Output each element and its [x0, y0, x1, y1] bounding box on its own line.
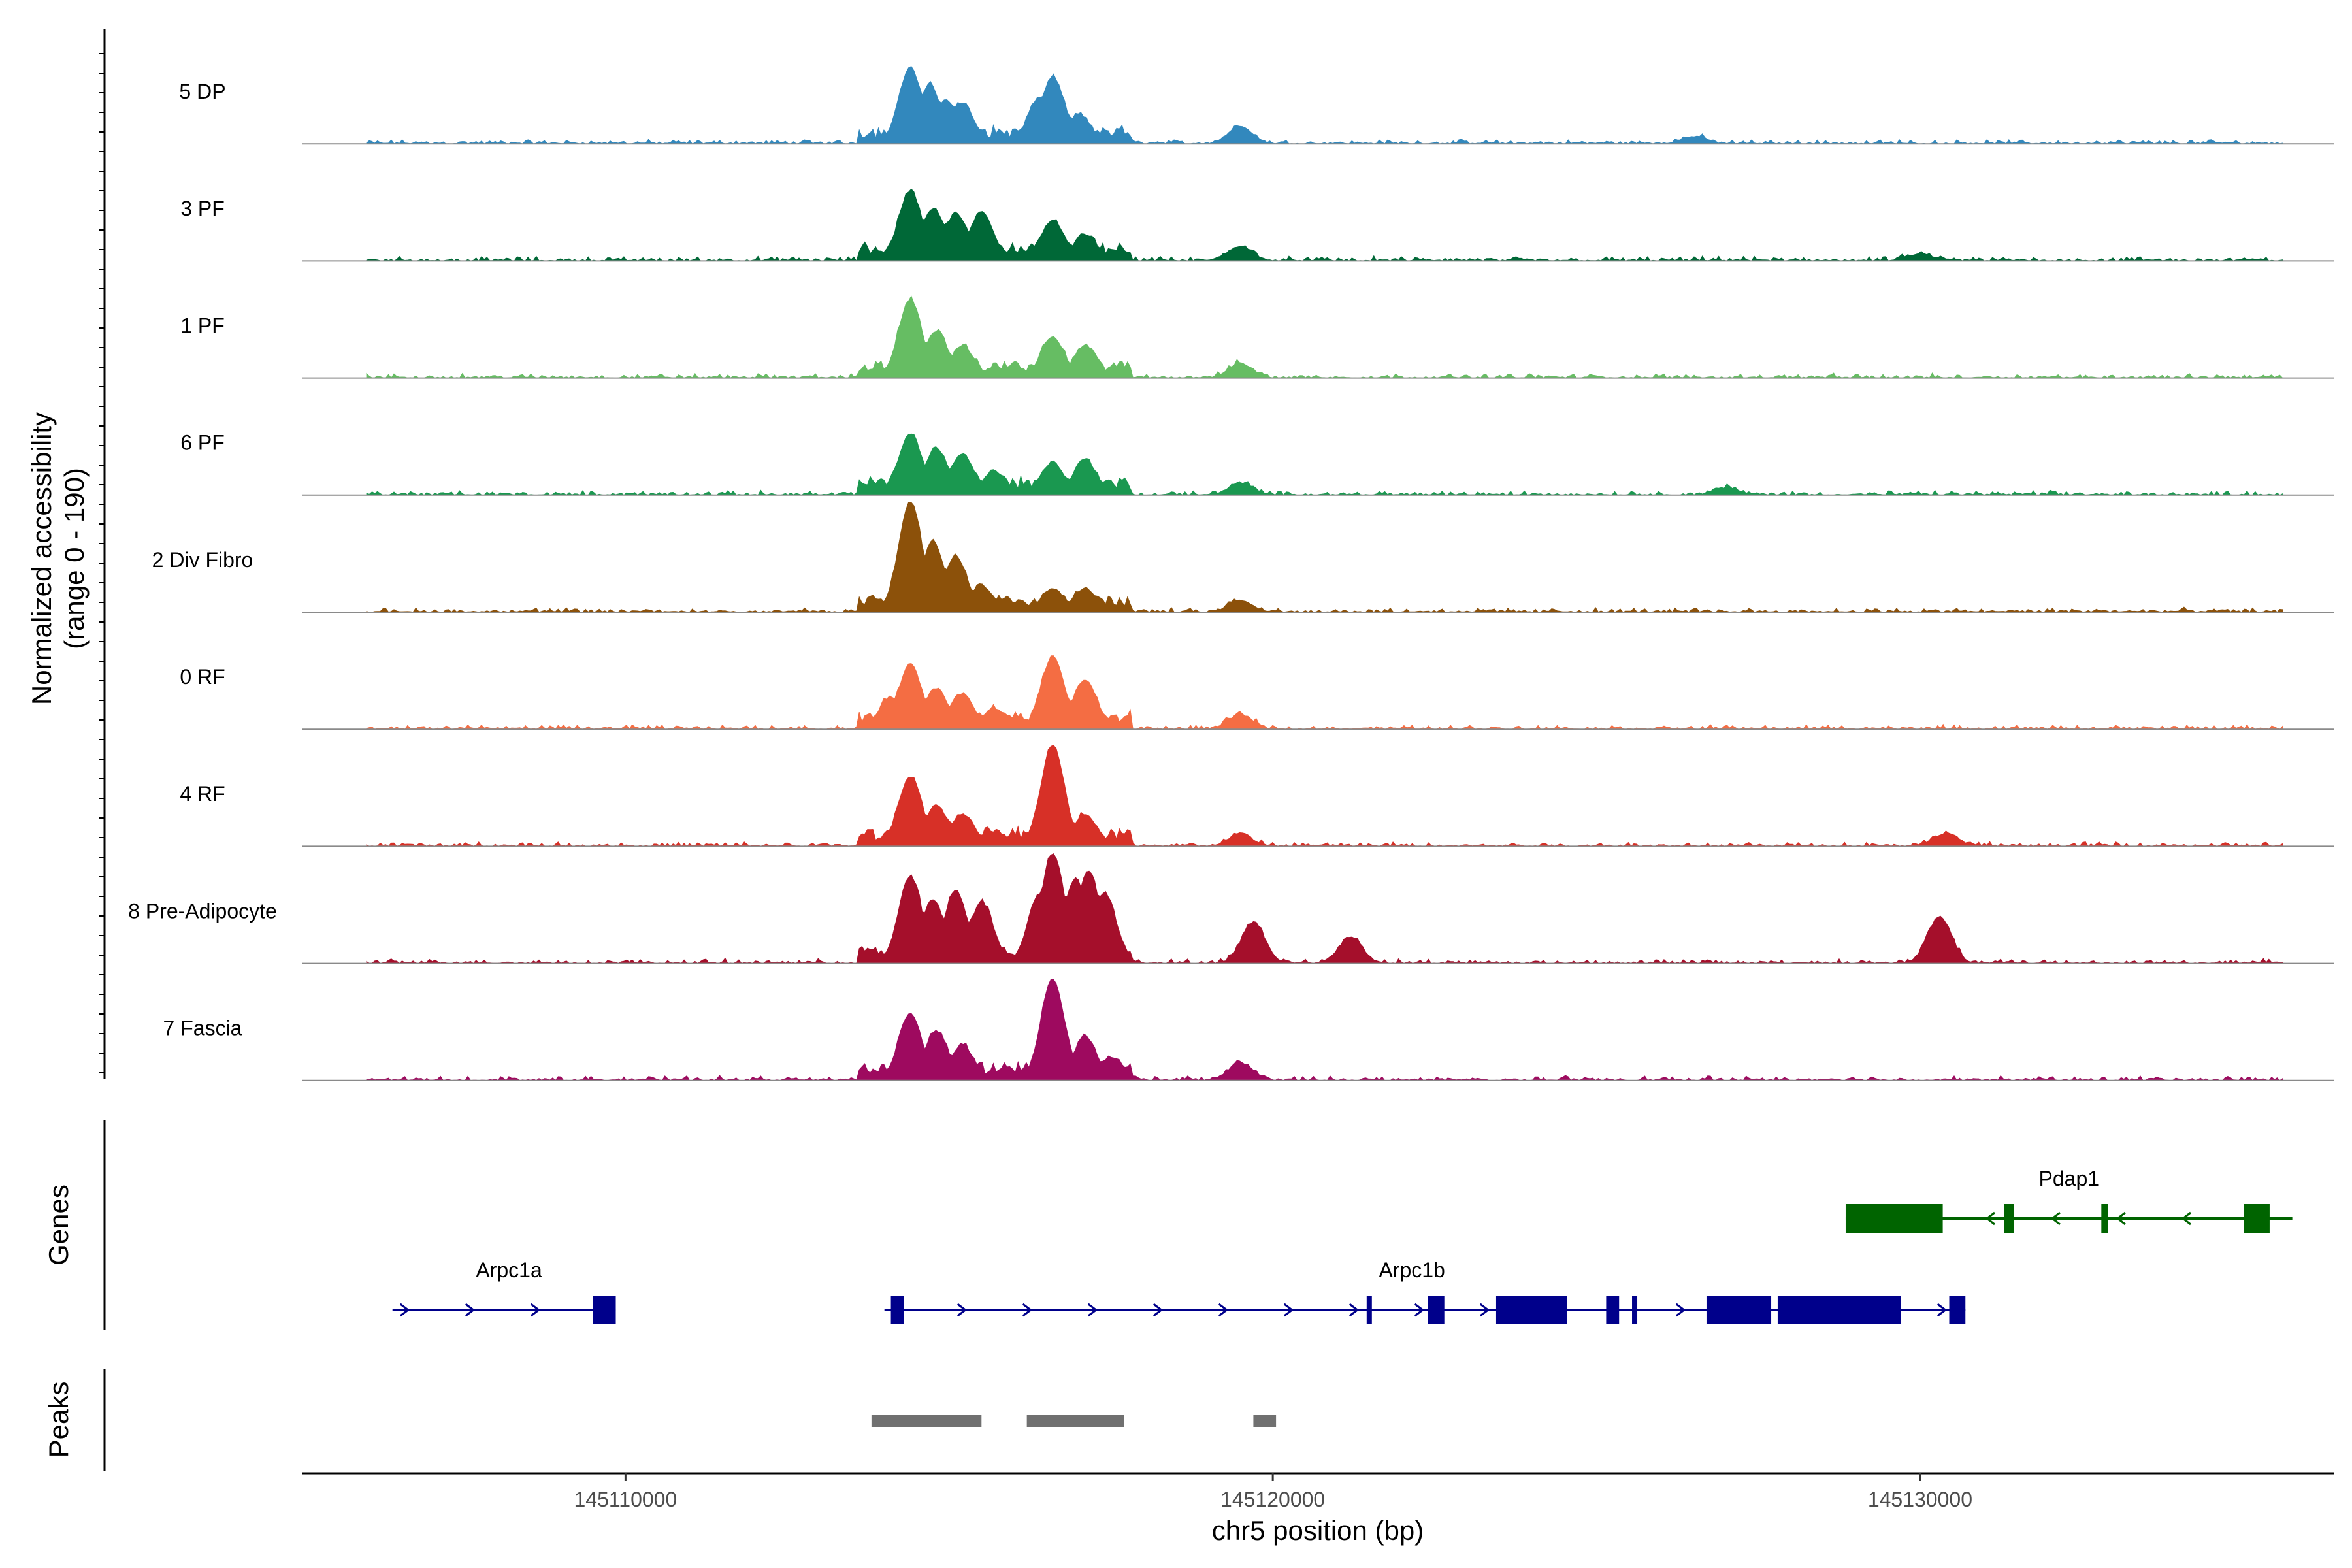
strand-arrow: [465, 1303, 476, 1317]
gene-label: Arpc1a: [476, 1258, 542, 1282]
strand-arrow: [1936, 1303, 1948, 1317]
peak-region-bar: [1026, 1415, 1124, 1427]
exon: [593, 1296, 616, 1324]
track-label: 7 Fascia: [163, 1017, 242, 1040]
strand-arrow: [1675, 1303, 1686, 1317]
exon: [1632, 1296, 1638, 1324]
strand-arrow: [1022, 1303, 1033, 1317]
strand-arrow: [399, 1303, 410, 1317]
gene-arpc1b: Arpc1b: [884, 1258, 1966, 1324]
exon: [1428, 1296, 1445, 1324]
track-2-div-fibro: 2 Div Fibro: [152, 502, 2334, 613]
strand-arrow: [1985, 1211, 1995, 1226]
strand-arrow: [1152, 1303, 1164, 1317]
x-axis-title: chr5 position (bp): [1212, 1515, 1424, 1546]
exon: [1606, 1296, 1620, 1324]
exon: [1366, 1296, 1372, 1324]
strand-arrow: [530, 1303, 541, 1317]
exon: [1845, 1204, 1943, 1233]
genes-panel-label: Genes: [43, 1184, 74, 1266]
track-label: 0 RF: [180, 665, 225, 689]
strand-arrow: [1218, 1303, 1229, 1317]
track-label: 1 PF: [180, 314, 225, 337]
exon: [1706, 1296, 1772, 1324]
gene-label: Arpc1b: [1379, 1258, 1445, 1282]
track-5-dp: 5 DP: [179, 66, 2334, 145]
x-tick-label: 145130000: [1868, 1488, 1972, 1511]
exon: [1777, 1296, 1901, 1324]
y-axis-title: Normalized accessibility: [26, 412, 57, 705]
strand-arrow: [1283, 1303, 1294, 1317]
y-axis-subtitle: (range 0 - 190): [59, 468, 90, 649]
track-6-pf: 6 PF: [180, 431, 2334, 496]
gene-annotations: Arpc1a Arpc1b Pdap1: [392, 1167, 2293, 1324]
track-label: 5 DP: [179, 80, 225, 103]
strand-arrow: [1348, 1303, 1360, 1317]
exon: [2244, 1204, 2270, 1233]
track-0-rf: 0 RF: [180, 655, 2334, 730]
coverage-tracks: 5 DP 3 PF 1 PF 6 PF 2 Div Fibro 0 RF 4 RF 8 Pre…: [128, 66, 2334, 1081]
x-tick-label: 145120000: [1220, 1488, 1325, 1511]
peak-regions: [871, 1415, 1277, 1427]
track-4-rf: 4 RF: [180, 745, 2334, 847]
peak-region-bar: [871, 1415, 982, 1427]
peaks-panel-label: Peaks: [43, 1382, 74, 1458]
coverage-y-axis-ticks: [99, 53, 105, 1073]
coverage-area-6-pf: [366, 433, 2283, 496]
exon: [1949, 1296, 1966, 1324]
gene-arpc1a: Arpc1a: [392, 1258, 616, 1324]
coverage-area-4-rf: [366, 745, 2283, 847]
track-label: 8 Pre-Adipocyte: [128, 899, 277, 923]
peak-region-bar: [1253, 1415, 1277, 1427]
gene-label: Pdap1: [2039, 1167, 2100, 1190]
track-label: 4 RF: [180, 782, 225, 806]
coverage-area-8-pre-adipocyte: [366, 853, 2283, 964]
x-axis-ticks: 145110000 145120000 145130000: [574, 1473, 1972, 1511]
exon: [2101, 1204, 2108, 1233]
strand-arrow: [1479, 1303, 1490, 1317]
strand-arrow: [1087, 1303, 1098, 1317]
x-tick-label: 145110000: [574, 1488, 677, 1511]
strand-arrow: [2115, 1211, 2126, 1226]
exon: [890, 1296, 904, 1324]
track-label: 2 Div Fibro: [152, 548, 253, 572]
track-8-pre-adipocyte: 8 Pre-Adipocyte: [128, 853, 2334, 964]
gene-pdap1: Pdap1: [1845, 1167, 2293, 1233]
track-3-pf: 3 PF: [180, 188, 2334, 262]
track-1-pf: 1 PF: [180, 295, 2334, 379]
strand-arrow: [2181, 1211, 2191, 1226]
strand-arrow: [1414, 1303, 1425, 1317]
strand-arrow: [2050, 1211, 2061, 1226]
exon: [2004, 1204, 2014, 1233]
strand-arrow: [956, 1303, 968, 1317]
track-label: 6 PF: [180, 431, 225, 455]
coverage-area-0-rf: [366, 655, 2283, 730]
track-label: 3 PF: [180, 197, 225, 220]
track-7-fascia: 7 Fascia: [163, 979, 2334, 1081]
exon: [1495, 1296, 1567, 1324]
